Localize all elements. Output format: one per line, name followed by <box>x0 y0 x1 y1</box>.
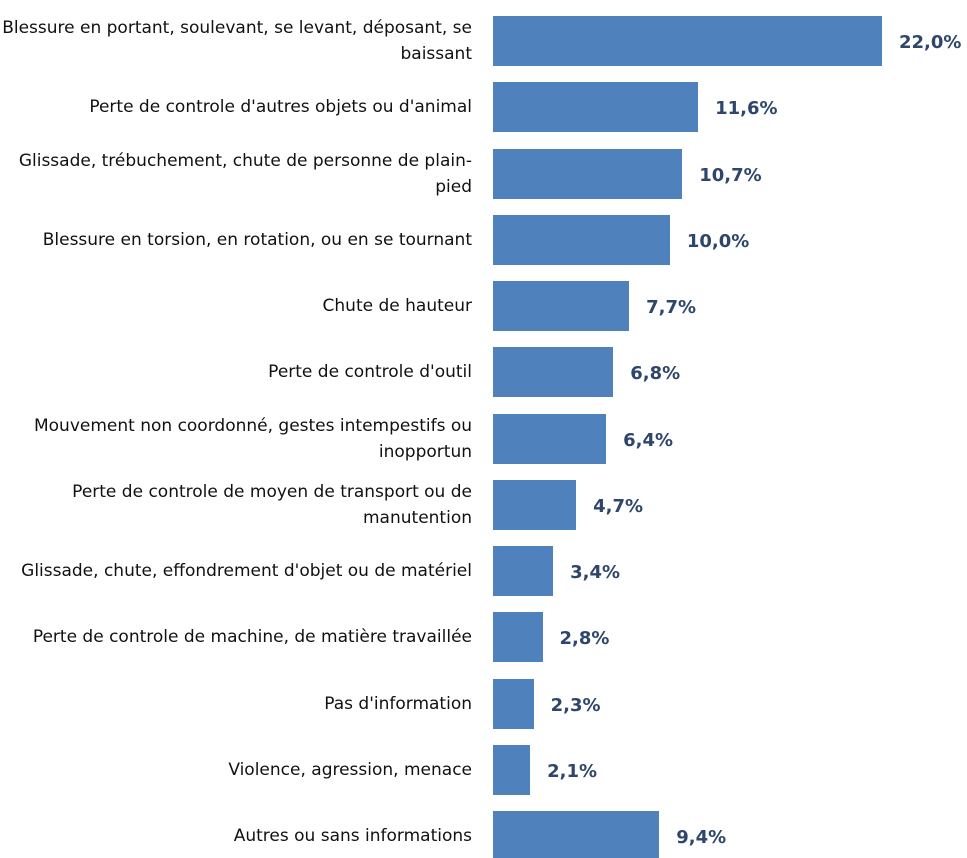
bar <box>493 16 882 66</box>
bar <box>493 744 531 795</box>
bar <box>493 678 534 729</box>
bar <box>493 811 660 858</box>
category-label: Violence, agression, menace <box>228 759 472 780</box>
value-label: 2,8% <box>559 628 610 650</box>
category-label: Blessure en portant, soulevant, se levan… <box>2 18 472 64</box>
value-label: 10,0% <box>686 230 750 252</box>
value-label: 2,1% <box>547 760 598 782</box>
bar <box>493 479 577 530</box>
value-label: 6,8% <box>630 363 681 385</box>
category-label: Perte de controle de machine, de matière… <box>32 627 472 648</box>
value-label: 3,4% <box>570 562 621 583</box>
bar <box>493 214 670 265</box>
bar <box>493 148 683 199</box>
category-label: Pas d'information <box>324 693 472 714</box>
value-label: 4,7% <box>593 495 644 517</box>
category-label: Perte de controle d'outil <box>268 362 472 383</box>
value-label: 11,6% <box>715 98 778 120</box>
category-label: Autres ou sans informations <box>233 826 472 846</box>
bar <box>493 82 699 133</box>
value-label: 6,4% <box>623 429 674 451</box>
value-label: 22,0% <box>899 32 962 53</box>
category-label: Perte de controle de moyen de transport … <box>72 481 472 528</box>
category-label: Glissade, trébuchement, chute de personn… <box>18 150 472 197</box>
category-label: Perte de controle d'autres objets ou d'a… <box>89 97 472 118</box>
bar <box>493 612 543 663</box>
bar <box>493 281 630 331</box>
bar <box>493 413 607 464</box>
category-label: Chute de hauteur <box>322 296 472 316</box>
bar <box>493 347 614 398</box>
value-label: 9,4% <box>676 827 727 848</box>
value-label: 2,3% <box>550 694 601 716</box>
category-label: Mouvement non coordonné, gestes intempes… <box>33 415 472 462</box>
category-label: Blessure en torsion, en rotation, ou en … <box>42 229 472 250</box>
value-label: 7,7% <box>646 297 697 318</box>
value-label: 10,7% <box>699 164 762 186</box>
bar <box>493 546 554 596</box>
category-label: Glissade, chute, effondrement d'objet ou… <box>21 561 472 581</box>
